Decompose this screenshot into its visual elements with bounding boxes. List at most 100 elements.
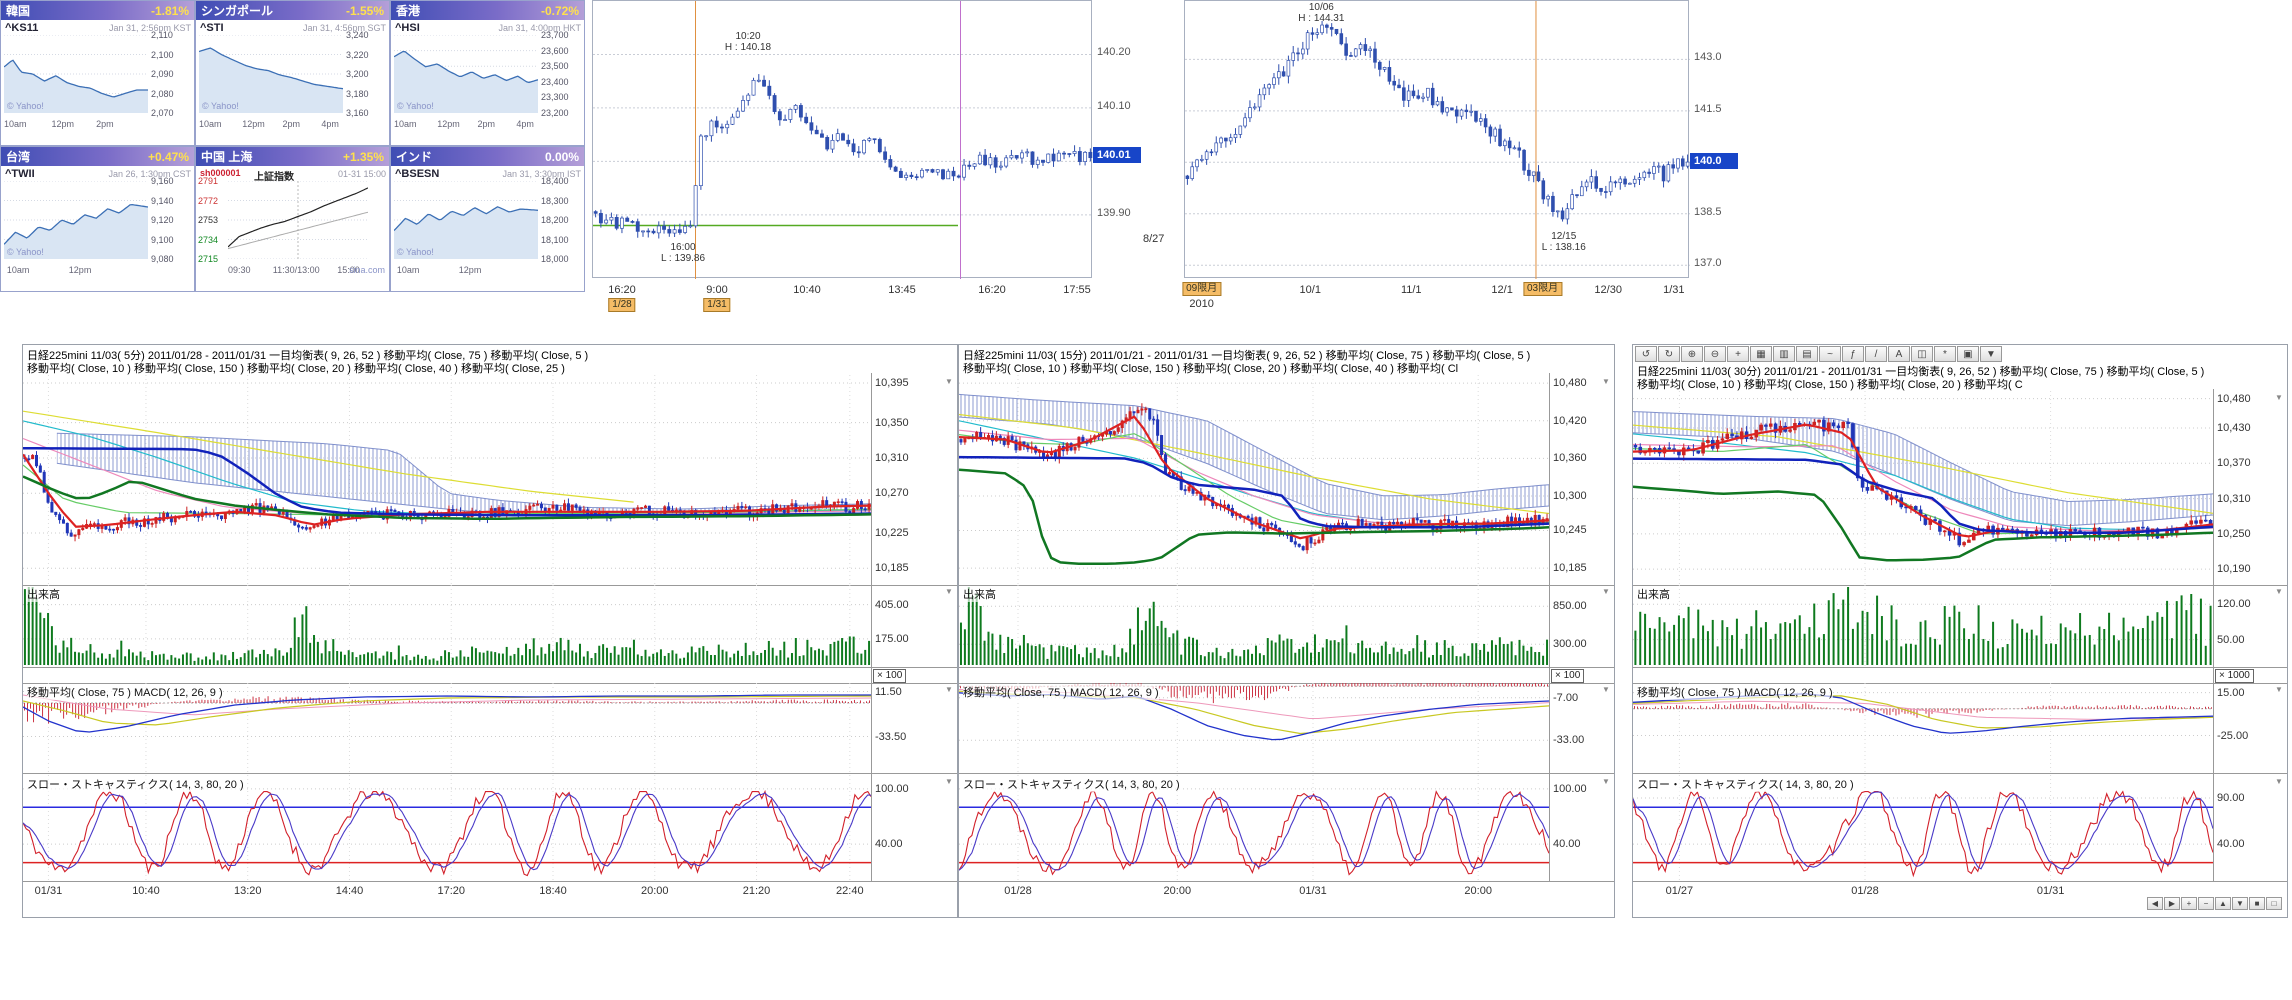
time-axis-label: 01/31 [1299, 885, 1327, 897]
collapse-icon[interactable]: ▼ [1980, 346, 2002, 362]
y-axis-label: 138.5 [1694, 205, 1722, 218]
mini-y-tick: 9,100 [151, 234, 174, 245]
chart-panel-30min: 日経225mini 11/03( 30分) 2011/01/21 - 2011/… [1632, 344, 2288, 918]
date-label: 1/31 [703, 298, 731, 312]
market-card-bsesn[interactable]: インド 0.00% ^BSESN Jan 31, 3:30pm IST 18,400 18… [390, 146, 585, 292]
axis-separator [2213, 389, 2214, 881]
scroll-left-button[interactable]: ◀ [2147, 897, 2163, 910]
macd-canvas[interactable] [23, 683, 871, 773]
trendline-icon[interactable]: / [1865, 346, 1887, 362]
chart-intraday-canvas[interactable] [593, 1, 1093, 279]
pane-separator [1633, 585, 2287, 586]
zoom-in-icon[interactable]: ⊕ [1681, 346, 1703, 362]
volume-pane: 出来高 [959, 585, 1549, 667]
stoch-canvas[interactable] [1633, 775, 2213, 881]
text-note-icon[interactable]: A [1888, 346, 1910, 362]
candlestick-icon[interactable]: ▥ [1773, 346, 1795, 362]
market-card-ks11[interactable]: 韓国 -1.81% ^KS11 Jan 31, 2:56pm KST 2,110 2,10… [0, 0, 195, 146]
indicator-icon[interactable]: ƒ [1842, 346, 1864, 362]
mini-chart [394, 181, 538, 259]
stoch-canvas[interactable] [23, 775, 871, 881]
macd-label: 移動平均( Close, 75 ) MACD( 12, 26, 9 ) [963, 684, 1159, 700]
macd-label: 移動平均( Close, 75 ) MACD( 12, 26, 9 ) [1637, 684, 1833, 700]
mini-y-tick: 2,090 [151, 69, 174, 79]
zoom-out-button[interactable]: − [2198, 897, 2214, 910]
mini-x-tick: 10am [6, 265, 30, 275]
volume-canvas[interactable] [959, 585, 1549, 667]
mini-x-tick: 09:30 [228, 265, 251, 275]
low-annotation: 12/15 L : 138.16 [1542, 231, 1586, 253]
y-axis-label: 143.0 [1694, 51, 1722, 64]
volume-canvas[interactable] [23, 585, 871, 667]
undo-icon[interactable]: ↺ [1635, 346, 1657, 362]
macd-label: 移動平均( Close, 75 ) MACD( 12, 26, 9 ) [27, 684, 223, 700]
time-axis-label: 20:00 [1464, 885, 1492, 897]
price-y-label: 10,225 [875, 526, 909, 539]
page-down-button[interactable]: ▼ [2232, 897, 2248, 910]
market-symbol: ^HSI [395, 22, 420, 34]
stoch-y-label: 40.00 [1553, 838, 1581, 851]
fit-button[interactable]: ■ [2249, 897, 2265, 910]
annotation-time: 12/15 [1551, 231, 1577, 243]
panel-icon[interactable]: ▣ [1957, 346, 1979, 362]
market-change-percent: +0.47% [147, 149, 189, 164]
scroll-right-button[interactable]: ▶ [2164, 897, 2180, 910]
grid-icon[interactable]: ▦ [1750, 346, 1772, 362]
scroll-down-icon: ▼ [2275, 777, 2283, 786]
line-chart-icon[interactable]: ~ [1819, 346, 1841, 362]
pane-separator [959, 683, 1614, 684]
page-up-button[interactable]: ▲ [2215, 897, 2231, 910]
mini-y-tick: 23,400 [541, 76, 569, 87]
mini-x-tick: 11:30/13:00 [272, 265, 320, 275]
asia-markets-widget: 韓国 -1.81% ^KS11 Jan 31, 2:56pm KST 2,110 2,10… [0, 0, 586, 292]
compare-icon[interactable]: ◫ [1911, 346, 1933, 362]
bar-chart-icon[interactable]: ▤ [1796, 346, 1818, 362]
volume-canvas[interactable] [1633, 585, 2213, 667]
chart-daily-plot-area: 10/06 H : 144.31 12/15 L : 138.16 [1184, 0, 1690, 279]
volume-label: 出来高 [27, 586, 60, 602]
market-card-hsi[interactable]: 香港 -0.72% ^HSI Jan 31, 4:00pm HKT 23,700 23,6… [390, 0, 585, 146]
zoom-in-button[interactable]: + [2181, 897, 2197, 910]
marker-icon[interactable]: * [1934, 346, 1956, 362]
high-annotation: 10/06 H : 144.31 [1298, 2, 1344, 24]
mini-x-tick: 4pm [516, 119, 534, 129]
mini-chart [4, 181, 148, 259]
time-axis-label: 01/31 [34, 885, 63, 897]
market-timestamp: 01-31 15:00 [337, 169, 386, 179]
redo-icon[interactable]: ↻ [1658, 346, 1680, 362]
mini-x-tick: 10am [4, 119, 27, 129]
price-y-label: 10,245 [1553, 524, 1587, 537]
mini-x-tick: 12pm [458, 265, 482, 275]
stoch-canvas[interactable] [959, 775, 1549, 881]
price-canvas[interactable] [23, 375, 871, 585]
stoch-label: スロー・ストキャスティクス( 14, 3, 80, 20 ) [27, 776, 244, 792]
y-axis-label: 141.5 [1694, 102, 1722, 115]
x-axis-label: 12/30 [1594, 284, 1622, 296]
market-card-sti[interactable]: シンガポール -1.55% ^STI Jan 31, 4:56pm SGT 3,240 3… [195, 0, 390, 146]
zoom-out-icon[interactable]: ⊖ [1704, 346, 1726, 362]
pane-separator [23, 683, 957, 684]
market-card-twii[interactable]: 台湾 +0.47% ^TWII Jan 26, 1:30pm CST 9,160 9,14… [0, 146, 195, 292]
market-change-percent: 0.00% [544, 149, 579, 164]
stoch-pane: スロー・ストキャスティクス( 14, 3, 80, 20 ) [959, 775, 1549, 881]
chart-daily-canvas[interactable] [1185, 1, 1690, 279]
market-change-percent: +1.35% [342, 149, 384, 164]
stoch-pane: スロー・ストキャスティクス( 14, 3, 80, 20 ) [23, 775, 871, 881]
mini-y-tick: 3,200 [346, 69, 369, 79]
mini-chart-canvas [4, 35, 148, 113]
price-canvas[interactable] [959, 375, 1549, 585]
price-canvas[interactable] [1633, 391, 2213, 585]
market-card-sh000001[interactable]: 中国 上海 +1.35% sh000001 上証指数 01-31 15:00 2791 27… [195, 146, 390, 292]
pane-separator [23, 667, 957, 668]
market-card-header: 韓国 -1.81% [1, 1, 194, 20]
price-y-label: 10,310 [2217, 492, 2251, 505]
mini-y-tick: 2753 [198, 215, 219, 225]
reset-button[interactable]: □ [2266, 897, 2282, 910]
panel-subtitle: 移動平均( Close, 10 ) 移動平均( Close, 150 ) 移動平… [1637, 379, 2023, 391]
price-y-label: 10,480 [2217, 392, 2251, 405]
crosshair-icon[interactable]: + [1727, 346, 1749, 362]
mini-y-tick: 3,240 [346, 30, 369, 40]
pane-separator [959, 881, 1614, 882]
market-symbol: ^BSESN [395, 168, 440, 180]
scroll-down-icon: ▼ [945, 587, 953, 596]
